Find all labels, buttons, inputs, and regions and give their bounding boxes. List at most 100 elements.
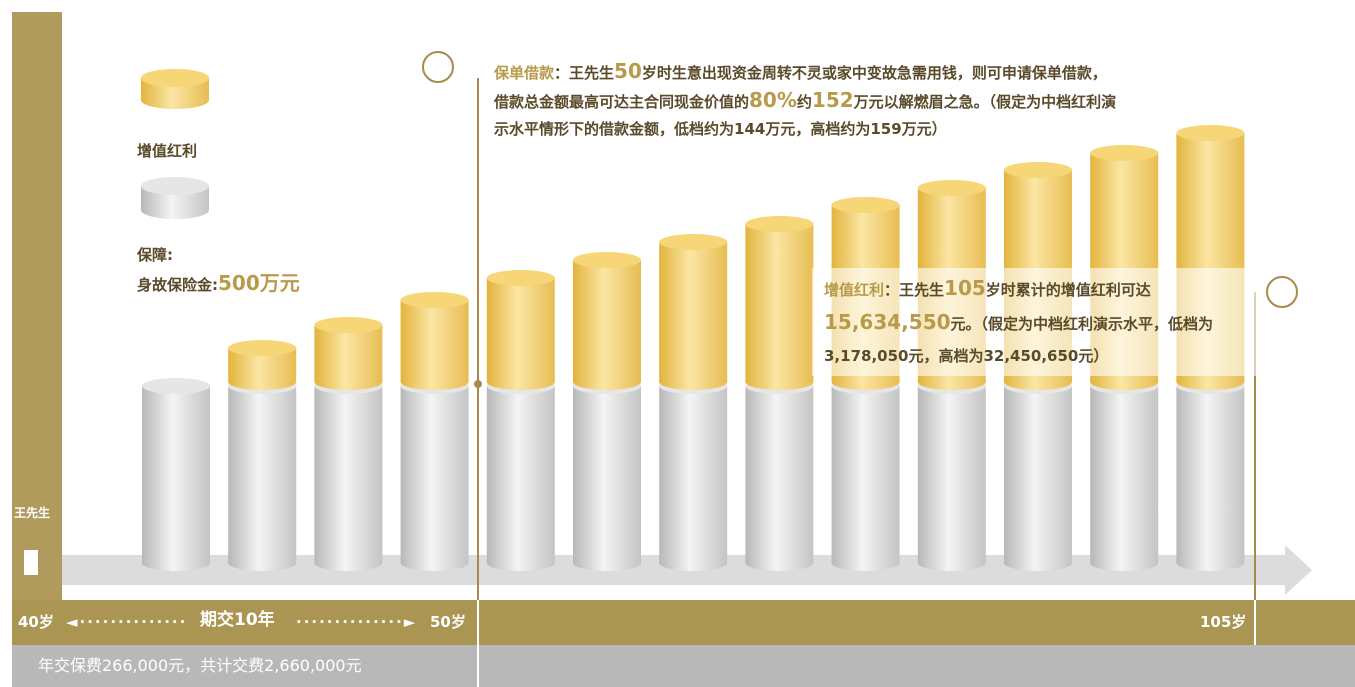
loan-icon [422, 51, 454, 83]
cylinder-top [314, 317, 383, 333]
cylinder-body [1004, 386, 1072, 563]
cylinder-top [831, 197, 900, 213]
value: 500万元 [218, 271, 300, 295]
cylinder-body [1090, 386, 1159, 563]
text: 岁时累计的增值红利可达 [985, 281, 1151, 299]
cylinder-base [573, 374, 641, 390]
cylinder-top [1176, 125, 1245, 141]
text: ：王先生 [554, 64, 615, 82]
cylinder-base [831, 374, 900, 390]
cylinder-body [400, 300, 469, 382]
legend-bonus: 增值红利 [137, 142, 198, 160]
bonus-note: 增值红利：王先生105岁时累计的增值红利可达 15,634,550元。（假定为中档… [812, 268, 1266, 376]
cylinder-base [1090, 374, 1159, 390]
cylinder-top [573, 252, 641, 268]
cylinder-base [1090, 555, 1159, 571]
cylinder-body [659, 242, 728, 382]
death-benefit: 身故保险金:500万元 [137, 270, 300, 299]
cylinder-body [314, 325, 383, 382]
cylinder-top [659, 234, 728, 250]
age: 50 [614, 59, 642, 83]
amount: 152 [811, 88, 854, 112]
person: 王先生 [14, 506, 51, 520]
arrow-right: ··············► [296, 613, 418, 631]
cylinder-body [400, 386, 469, 563]
amount: 15,634,550 [824, 310, 951, 334]
loan-note: 保单借款：王先生50岁时生意出现资金周转不灵或家中变故急需用钱，则可申请保单借款… [494, 58, 1119, 143]
cylinder-base [917, 555, 986, 571]
cylinder-body [1176, 386, 1245, 563]
label: 身故保险金: [137, 276, 218, 294]
cylinder-body [659, 386, 728, 563]
cylinder-base [745, 555, 814, 571]
cylinder-base [314, 374, 383, 390]
cylinder-base [917, 374, 986, 390]
cylinder-base [314, 555, 383, 571]
marker-dot [474, 380, 482, 388]
title: 保单借款 [494, 64, 555, 82]
pct: 80% [749, 88, 797, 112]
cylinder-base [1176, 374, 1245, 390]
cylinder-body [486, 386, 555, 563]
footer: 年交保费266,000元，共计交费2,660,000元 [38, 656, 362, 675]
left-bar [12, 12, 62, 602]
text: 元。（假定为中档红利演示水平，低档为3,178,050元，高档为32,450,6… [824, 315, 1214, 365]
bonus-icon [1266, 276, 1298, 308]
cylinder-base [400, 374, 469, 390]
legend-protection: 保障: [137, 246, 173, 264]
cylinder-body [831, 386, 900, 563]
text: 岁时生意出现资金周转不灵或家中变故急需用钱，则可申请保单借款，借款总金额最高可达… [494, 64, 1107, 111]
text: 约 [796, 93, 812, 111]
text: 万元以解燃眉之急。（假定为中档红利演示水平情形下的借款金额，低档约为144万元，… [494, 93, 1117, 138]
person-icon [24, 550, 38, 575]
cylinder-top [141, 177, 209, 195]
cylinder-base [142, 555, 210, 571]
period: 期交10年 [200, 610, 275, 630]
cylinder-top [486, 270, 555, 286]
cylinder-base [1176, 555, 1245, 571]
title: 增值红利 [824, 281, 885, 299]
cylinder-top [142, 378, 210, 394]
cylinder-base [141, 201, 209, 219]
cylinder-top [917, 180, 986, 196]
arrow-left: ◄·············· [66, 613, 188, 631]
footer-band [12, 645, 1355, 687]
cylinder-base [745, 374, 814, 390]
age: 105 [944, 276, 986, 300]
cylinder-top [141, 69, 209, 87]
cylinder-base [141, 91, 209, 109]
cylinder-base [659, 555, 728, 571]
cylinder-body [486, 278, 555, 382]
cylinder-top [228, 340, 297, 356]
end-age: 105岁 [1200, 613, 1247, 631]
cylinder-base [228, 374, 297, 390]
cylinder-top [1090, 145, 1159, 161]
timeline-band [12, 600, 1355, 645]
cylinder-base [228, 555, 297, 571]
end-pay-age: 50岁 [430, 613, 466, 631]
cylinder-body [917, 386, 986, 563]
start-age: 40岁 [18, 613, 54, 631]
cylinder-body [745, 386, 814, 563]
cylinder-base [486, 555, 555, 571]
cylinder-body [573, 386, 641, 563]
cylinder-body [745, 224, 814, 382]
cylinder-body [228, 386, 297, 563]
cylinder-base [1004, 374, 1072, 390]
cylinder-base [1004, 555, 1072, 571]
text: ：王先生 [884, 281, 945, 299]
cylinder-base [659, 374, 728, 390]
cylinder-base [400, 555, 469, 571]
cylinder-top [1004, 162, 1072, 178]
cylinder-top [400, 292, 469, 308]
cylinder-base [573, 555, 641, 571]
cylinders [141, 69, 1245, 571]
cylinder-base [486, 374, 555, 390]
cylinder-top [745, 216, 814, 232]
cylinder-body [573, 260, 641, 382]
cylinder-body [314, 386, 383, 563]
cylinder-body [142, 386, 210, 563]
cylinder-base [831, 555, 900, 571]
